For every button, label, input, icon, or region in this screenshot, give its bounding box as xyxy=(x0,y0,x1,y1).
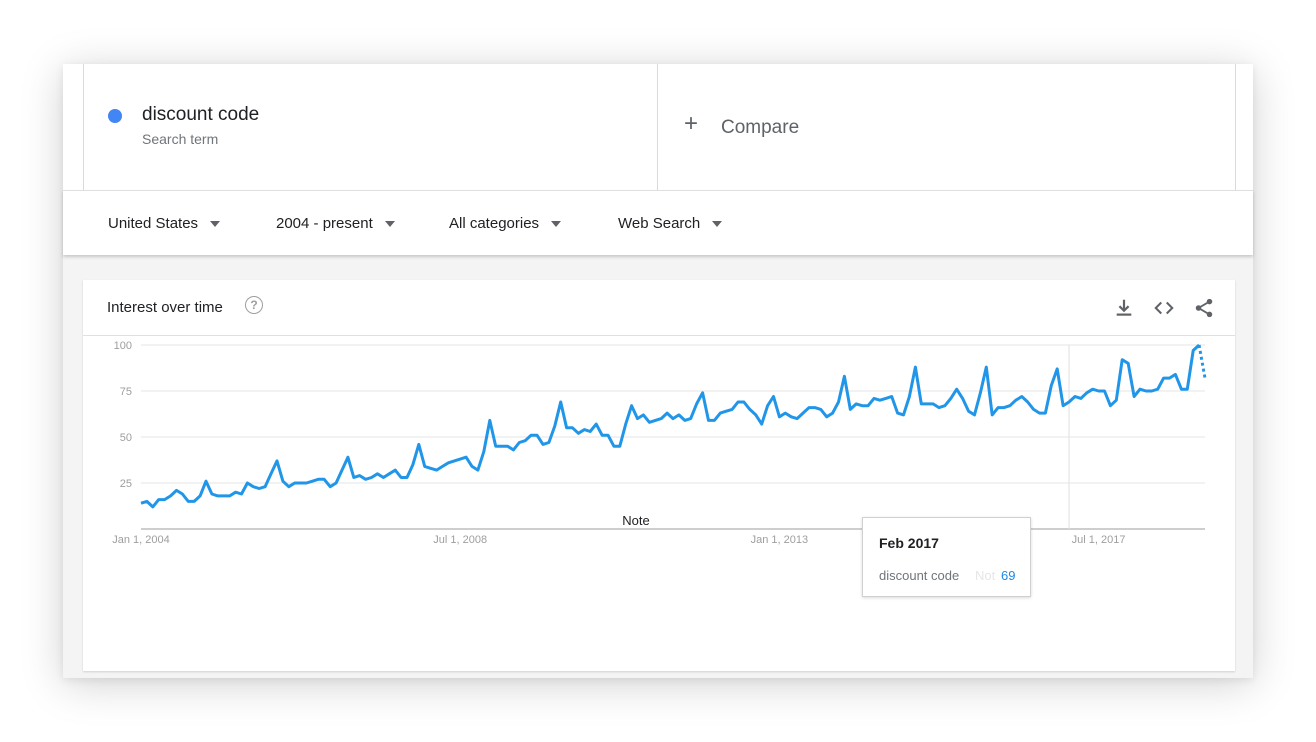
tooltip-value: 69 xyxy=(1001,568,1016,583)
compare-label: Compare xyxy=(721,117,800,138)
chart-tooltip: Feb 2017 discount code Not 69 xyxy=(862,517,1031,597)
tooltip-term: discount code xyxy=(879,568,960,583)
caret-down-icon xyxy=(551,220,562,227)
y-axis-ticks: 25 50 75 100 xyxy=(114,340,132,490)
chart-grid xyxy=(141,344,1205,530)
term-color-dot xyxy=(108,109,122,123)
filter-search-type-dropdown[interactable]: Web Search xyxy=(618,215,723,232)
filter-bar: United States 2004 - present All categor… xyxy=(63,190,1253,255)
filter-category-label: All categories xyxy=(449,215,540,232)
x-tick-label: Jul 1, 2008 xyxy=(433,534,487,546)
plus-icon: + xyxy=(684,110,699,137)
series-line xyxy=(140,343,1201,509)
trends-frame: discount code Search term + Compare Unit… xyxy=(63,64,1253,678)
y-tick-label: 75 xyxy=(120,386,132,398)
filter-search-type-label: Web Search xyxy=(618,215,701,232)
card-title: Interest over time xyxy=(107,299,223,316)
card-header: Interest over time ? xyxy=(83,280,1235,336)
search-terms-bar: discount code Search term + Compare xyxy=(63,64,1253,190)
x-tick-label: Jan 1, 2013 xyxy=(751,534,809,546)
y-tick-label: 25 xyxy=(120,478,132,490)
filter-region-dropdown[interactable]: United States xyxy=(108,215,221,232)
download-icon[interactable] xyxy=(1113,297,1135,319)
compare-card[interactable]: + Compare xyxy=(658,64,1236,190)
search-term-sublabel: Search term xyxy=(142,131,219,147)
series-partial-line xyxy=(1197,344,1207,379)
embed-code-icon[interactable] xyxy=(1153,297,1175,319)
filter-region-label: United States xyxy=(108,215,199,232)
filter-time-dropdown[interactable]: 2004 - present xyxy=(276,215,395,232)
help-icon[interactable]: ? xyxy=(245,296,263,314)
caret-down-icon xyxy=(712,220,723,227)
caret-down-icon xyxy=(210,220,221,227)
tooltip-date: Feb 2017 xyxy=(879,535,939,551)
search-term-card[interactable]: discount code Search term xyxy=(83,64,658,190)
filter-category-dropdown[interactable]: All categories xyxy=(449,215,562,232)
x-tick-label: Jul 1, 2017 xyxy=(1072,534,1126,546)
interest-over-time-card: Interest over time ? 25 50 75 100 Jan 1, 20… xyxy=(83,280,1235,671)
tooltip-note: Not xyxy=(975,568,996,583)
filter-time-label: 2004 - present xyxy=(276,215,373,232)
note-label[interactable]: Note xyxy=(622,513,649,528)
y-tick-label: 50 xyxy=(120,432,132,444)
caret-down-icon xyxy=(384,220,395,227)
x-tick-label: Jan 1, 2004 xyxy=(112,534,170,546)
y-tick-label: 100 xyxy=(114,340,132,352)
x-axis-ticks: Jan 1, 2004 Jul 1, 2008 Jan 1, 2013 Jul 1, … xyxy=(112,534,1125,546)
search-term-label: discount code xyxy=(142,104,260,125)
share-icon[interactable] xyxy=(1193,297,1215,319)
